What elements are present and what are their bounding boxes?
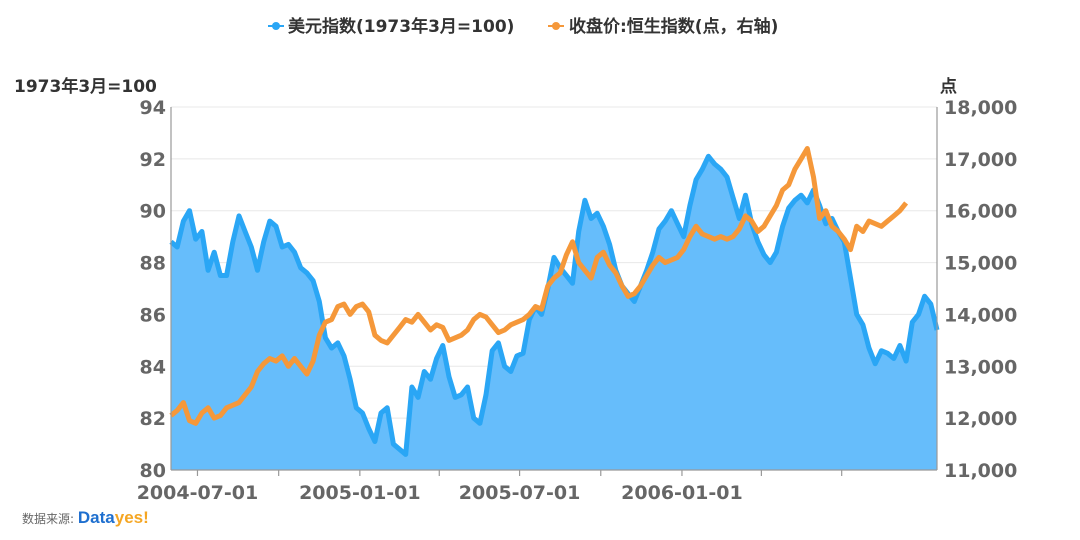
y-right-tick-3: 14,000 [944,304,1017,326]
y-right-tick-5: 16,000 [944,201,1017,223]
brand-main: Data [77,508,115,527]
legend-marker-hang-seng [552,22,560,30]
dataayes-logo: Datayes! [78,508,149,527]
x-tick-label-1: 2005-01-01 [299,482,421,504]
axes [170,107,938,471]
y-right-tick-7: 18,000 [944,97,1017,119]
y-left-tick-5: 90 [140,201,166,223]
y-left-tick-labels: 80 82 84 86 88 90 92 94 [140,97,166,482]
y-left-tick-4: 88 [140,253,166,275]
y-right-tick-1: 12,000 [944,408,1017,430]
usd-index-line [169,153,940,457]
source-label: 数据来源: [22,512,75,526]
legend-item-usd-index[interactable]: 美元指数(1973年3月=100) [268,16,514,37]
y-left-tick-0: 80 [140,460,166,482]
source-note: 数据来源: Datayes! [22,508,149,528]
legend-label-usd-index: 美元指数(1973年3月=100) [288,16,514,37]
y-left-axis-title: 1973年3月=100 [14,76,157,97]
y-left-tick-1: 82 [140,408,166,430]
y-left-tick-2: 84 [140,356,166,378]
legend-label-hang-seng: 收盘价:恒生指数(点，右轴) [569,16,778,37]
x-tick-label-0: 2004-07-01 [137,482,259,504]
brand-accent: yes! [114,508,149,527]
y-right-tick-6: 17,000 [944,149,1017,171]
y-right-axis-title: 点 [940,76,957,97]
y-left-tick-7: 94 [140,97,166,119]
y-right-tick-0: 11,000 [944,460,1017,482]
y-left-tick-6: 92 [140,149,166,171]
y-right-tick-2: 13,000 [944,356,1017,378]
x-tick-label-3: 2006-01-01 [621,482,743,504]
y-left-tick-3: 86 [140,304,166,326]
x-tick-label-2: 2005-07-01 [459,482,581,504]
legend-marker-usd-index [272,22,280,30]
legend: 美元指数(1973年3月=100) 收盘价:恒生指数(点，右轴) [268,16,778,37]
legend-item-hang-seng[interactable]: 收盘价:恒生指数(点，右轴) [548,16,778,37]
x-tick-labels: 2004-07-01 2005-01-01 2005-07-01 2006-01-01 [137,470,843,504]
y-right-tick-4: 15,000 [944,253,1017,275]
hang-seng-line [169,146,909,426]
y-right-tick-labels: 11,000 12,000 13,000 14,000 15,000 16,000 17,0… [944,97,1017,482]
usd-index-area [171,156,937,471]
